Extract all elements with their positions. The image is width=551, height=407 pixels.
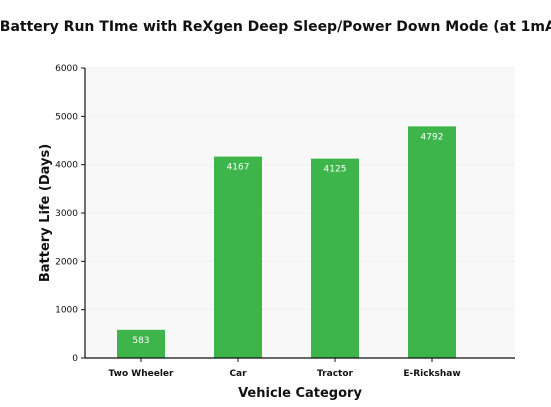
bar-data-label: 4792: [421, 132, 444, 142]
x-tick-label: Tractor: [317, 369, 353, 379]
y-tick-label: 5000: [55, 112, 78, 122]
y-axis-title: Battery Life (Days): [38, 144, 53, 282]
y-tick-label: 4000: [55, 161, 78, 171]
bar-data-label: 4167: [227, 163, 250, 173]
x-axis-ticks: Two Wheeler Car Tractor E-Rickshaw: [109, 358, 461, 379]
chart-title: Battery Run TIme with ReXgen Deep Sleep/…: [0, 19, 551, 35]
bar-data-label: 4125: [324, 165, 347, 175]
y-tick-label: 3000: [55, 209, 78, 219]
y-tick-label: 6000: [55, 64, 78, 74]
x-tick-label: Two Wheeler: [109, 369, 175, 379]
bar-data-label: 583: [132, 336, 149, 346]
data-labels: 583 4167 4125 4792: [132, 132, 443, 345]
y-tick-label: 1000: [55, 306, 78, 316]
y-tick-label: 0: [72, 354, 78, 364]
x-tick-label: E-Rickshaw: [403, 369, 460, 379]
bar: [117, 329, 165, 358]
y-tick-label: 2000: [55, 257, 78, 267]
x-tick-label: Car: [229, 369, 247, 379]
bars: [117, 126, 456, 359]
bar: [408, 126, 456, 359]
bar: [214, 156, 262, 358]
x-axis-title: Vehicle Category: [238, 386, 362, 401]
y-axis-ticks: 0 1000 2000 3000 4000 5000 6000: [55, 64, 85, 364]
bar: [311, 158, 359, 358]
